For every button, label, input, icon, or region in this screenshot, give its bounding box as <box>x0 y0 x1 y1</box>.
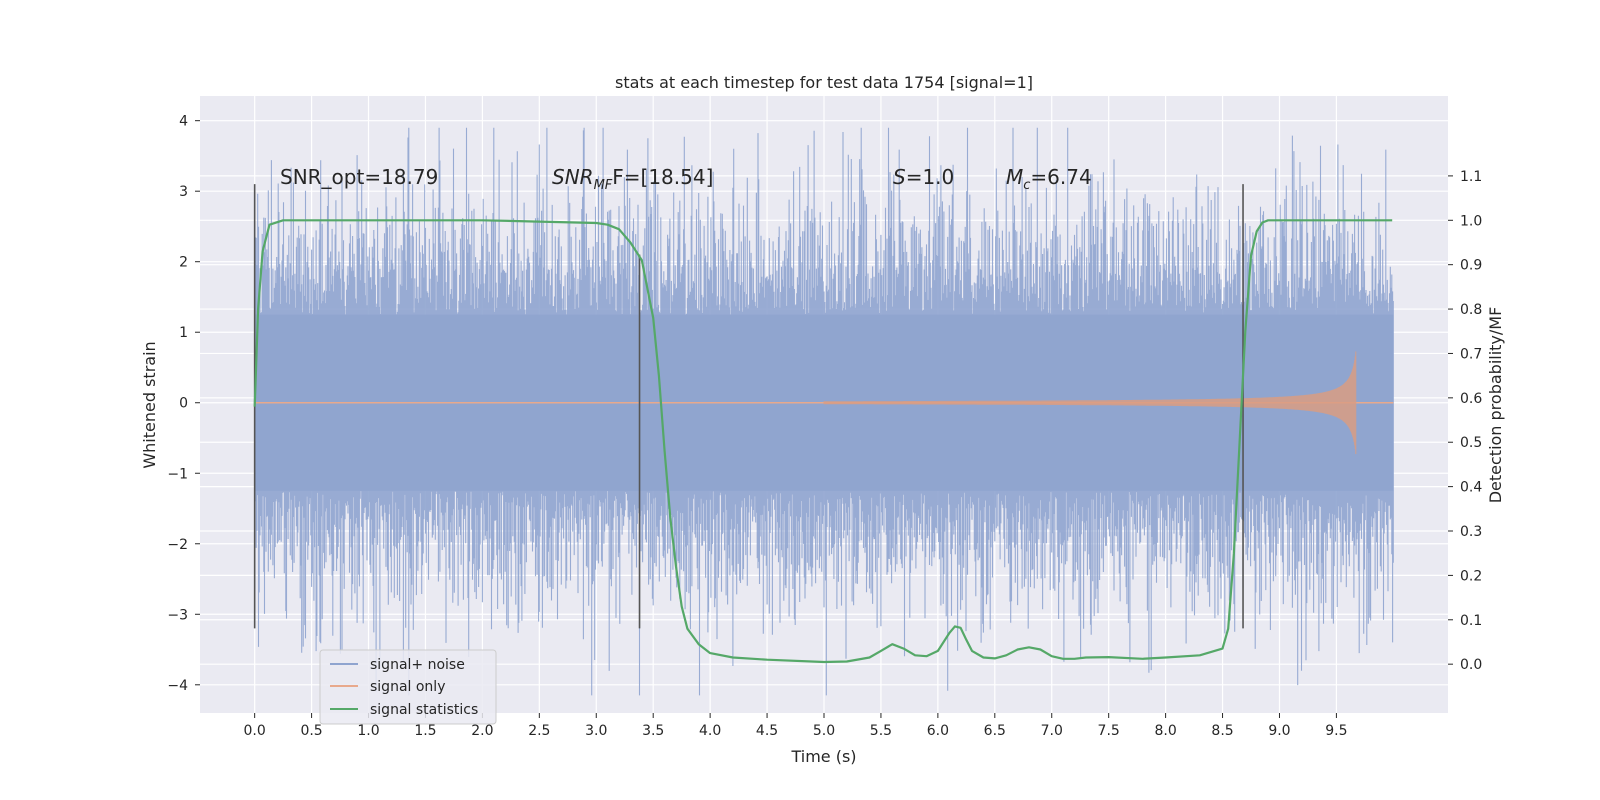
signal-statistics-series <box>253 219 1393 664</box>
y-tick-label-6: 2 <box>179 255 188 271</box>
signal-statistics-line <box>253 219 1393 664</box>
annotation-snr-mf: SNRMFF=[18.54] <box>552 165 713 193</box>
annotation-mc-value: =6.74 <box>1030 165 1091 189</box>
y2-tick-label-0: 0.0 <box>1460 657 1482 673</box>
y-tick-label-3: −1 <box>167 466 188 482</box>
x-tick-label-2: 1.0 <box>357 723 379 739</box>
y2-tick-label-10: 1.0 <box>1460 213 1482 229</box>
y2-tick-label-2: 0.2 <box>1460 568 1482 584</box>
annotation-s-main: S <box>893 165 906 189</box>
tick-labels: 0.0 0.5 1.0 1.5 2.0 2.5 3.0 3.5 4.0 4.5 5.0 5.5 6.0 6… <box>167 114 1482 739</box>
x-tick-label-4: 2.0 <box>471 723 493 739</box>
legend-label-signal: signal only <box>370 679 445 695</box>
y2-tick-label-4: 0.4 <box>1460 480 1482 496</box>
annotation-snr-mf-main: SNR <box>552 165 594 189</box>
x-axis-label: Time (s) <box>790 747 856 766</box>
x-tick-label-13: 6.5 <box>984 723 1006 739</box>
legend-label-stats: signal statistics <box>370 702 478 718</box>
y-tick-label-2: −2 <box>167 537 188 553</box>
annotation-mc-main: M <box>1006 165 1023 189</box>
x-tick-label-19: 9.5 <box>1325 723 1347 739</box>
chart-title: stats at each timestep for test data 175… <box>615 73 1033 92</box>
x-tick-label-0: 0.0 <box>244 723 266 739</box>
annotation-s-value: =1.0 <box>906 165 955 189</box>
y-tick-label-8: 4 <box>179 114 188 130</box>
y2-tick-label-6: 0.6 <box>1460 391 1482 407</box>
x-tick-label-7: 3.5 <box>642 723 664 739</box>
y-tick-label-0: −4 <box>167 678 188 694</box>
y-tick-label-7: 3 <box>179 184 188 200</box>
x-tick-label-17: 8.5 <box>1211 723 1233 739</box>
y2-tick-label-3: 0.3 <box>1460 524 1482 540</box>
y-axis-label: Whitened strain <box>140 341 159 468</box>
y2-tick-label-9: 0.9 <box>1460 258 1482 274</box>
signal-only-series <box>254 351 1394 454</box>
y-tick-label-4: 0 <box>179 396 188 412</box>
x-tick-label-5: 2.5 <box>528 723 550 739</box>
y2-tick-label-8: 0.8 <box>1460 302 1482 318</box>
x-tick-label-15: 7.5 <box>1098 723 1120 739</box>
x-tick-label-16: 8.0 <box>1154 723 1176 739</box>
annotation-mc-sub: c <box>1023 178 1030 193</box>
annotation-snr-opt: SNR_opt=18.79 <box>280 165 438 189</box>
y2-tick-label-11: 1.1 <box>1460 169 1482 185</box>
legend-label-noise: signal+ noise <box>370 657 465 673</box>
signal-only-chirp <box>823 351 1357 454</box>
annotation-s: S=1.0 <box>893 165 954 189</box>
x-tick-label-14: 7.0 <box>1041 723 1063 739</box>
x-tick-label-6: 3.0 <box>585 723 607 739</box>
x-tick-label-12: 6.0 <box>927 723 949 739</box>
y2-axis-label: Detection probability/MF <box>1486 307 1505 504</box>
y-tick-label-5: 1 <box>179 325 188 341</box>
annotation-mc: Mc=6.74 <box>1006 165 1092 193</box>
annotation-snr-mf-value: F=[18.54] <box>612 165 713 189</box>
y2-tick-label-5: 0.5 <box>1460 435 1482 451</box>
y2-tick-label-7: 0.7 <box>1460 346 1482 362</box>
x-tick-label-18: 9.0 <box>1268 723 1290 739</box>
x-tick-label-3: 1.5 <box>414 723 436 739</box>
y2-tick-label-1: 0.1 <box>1460 613 1482 629</box>
x-tick-label-9: 4.5 <box>756 723 778 739</box>
y-tick-label-1: −3 <box>167 607 188 623</box>
x-tick-label-1: 0.5 <box>300 723 322 739</box>
x-tick-label-8: 4.0 <box>699 723 721 739</box>
legend-box <box>319 649 497 725</box>
annotation-snr-mf-sub: MF <box>594 178 613 193</box>
x-tick-label-11: 5.5 <box>870 723 892 739</box>
x-tick-label-10: 5.0 <box>813 723 835 739</box>
legend: signal+ noise signal only signal statist… <box>319 649 497 725</box>
